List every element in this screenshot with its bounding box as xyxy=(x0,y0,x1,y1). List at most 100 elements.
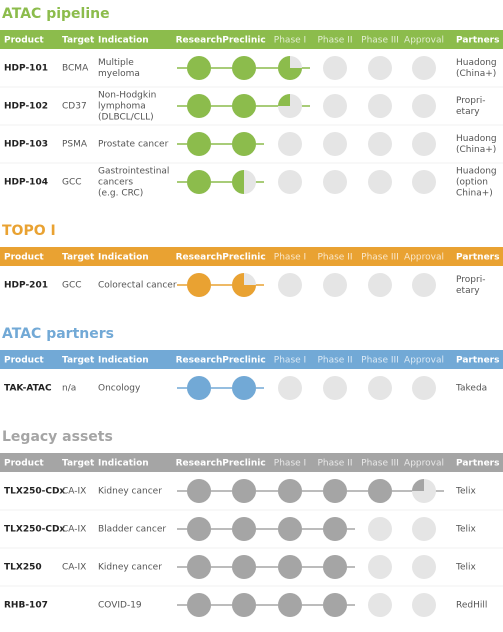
stage-fill xyxy=(187,517,211,541)
product: HDP-101 xyxy=(4,64,48,74)
stage-fill xyxy=(187,479,211,503)
column-header: Target xyxy=(62,459,95,469)
indication: Bladder cancer xyxy=(98,525,166,535)
indication: (DLBCL/CLL) xyxy=(98,113,154,123)
section-title: ATAC pipeline xyxy=(2,6,110,22)
stage-empty xyxy=(412,517,436,541)
stage-empty xyxy=(368,517,392,541)
product: TLX250-CDx xyxy=(4,487,65,497)
stage-empty xyxy=(278,273,302,297)
header-bar xyxy=(0,453,503,472)
stage-fill xyxy=(232,479,256,503)
column-header: Approval xyxy=(404,253,444,263)
indication: Oncology xyxy=(98,384,141,394)
stage-fill xyxy=(278,94,290,106)
stage-fill xyxy=(232,376,256,400)
target: CA-IX xyxy=(62,563,86,573)
column-header: Research xyxy=(176,459,223,469)
indication: COVID-19 xyxy=(98,601,142,611)
column-header: Phase III xyxy=(361,253,399,263)
stage-fill xyxy=(232,593,256,617)
stage-empty xyxy=(323,94,347,118)
stage-empty xyxy=(368,94,392,118)
product: TAK-ATAC xyxy=(4,384,52,394)
column-header: Product xyxy=(4,356,44,366)
column-header: Phase III xyxy=(361,459,399,469)
column-header: Phase I xyxy=(274,459,306,469)
column-header: Phase I xyxy=(274,36,306,46)
column-header: Preclinic xyxy=(222,36,265,46)
stage-fill xyxy=(232,56,256,80)
target: n/a xyxy=(62,384,76,394)
stage-empty xyxy=(323,56,347,80)
partner: Propri- xyxy=(456,96,485,106)
column-header: Partners xyxy=(456,356,499,366)
stage-empty xyxy=(323,132,347,156)
target: CA-IX xyxy=(62,525,86,535)
partner: Telix xyxy=(455,563,477,573)
column-header: Partners xyxy=(456,459,499,469)
stage-fill xyxy=(187,376,211,400)
column-header: Phase I xyxy=(274,253,306,263)
column-header: Approval xyxy=(404,36,444,46)
indication: Prostate cancer xyxy=(98,140,169,150)
column-header: Target xyxy=(62,356,95,366)
column-header: Research xyxy=(176,253,223,263)
column-header: Preclinic xyxy=(222,459,265,469)
column-header: Indication xyxy=(98,36,149,46)
column-header: Preclinic xyxy=(222,356,265,366)
target: PSMA xyxy=(62,140,88,150)
stage-empty xyxy=(412,56,436,80)
column-header: Indication xyxy=(98,253,149,263)
stage-fill xyxy=(187,593,211,617)
product: HDP-103 xyxy=(4,140,48,150)
stage-empty xyxy=(368,376,392,400)
column-header: Approval xyxy=(404,356,444,366)
product: TLX250 xyxy=(4,563,42,573)
stage-empty xyxy=(412,94,436,118)
partner: Takeda xyxy=(455,384,487,394)
column-header: Product xyxy=(4,36,44,46)
stage-fill xyxy=(278,56,302,80)
stage-empty xyxy=(368,555,392,579)
column-header: Target xyxy=(62,36,95,46)
column-header: Partners xyxy=(456,253,499,263)
stage-fill xyxy=(232,273,256,297)
stage-empty xyxy=(323,273,347,297)
product: HDP-104 xyxy=(4,178,48,188)
section-title: ATAC partners xyxy=(2,326,114,342)
product: TLX250-CDx xyxy=(4,525,65,535)
partner: Propri- xyxy=(456,275,485,285)
stage-fill xyxy=(323,479,347,503)
header-bar xyxy=(0,350,503,369)
column-header: Target xyxy=(62,253,95,263)
partner: Telix xyxy=(455,487,477,497)
stage-fill xyxy=(187,555,211,579)
stage-empty xyxy=(323,170,347,194)
column-header: Indication xyxy=(98,356,149,366)
product: RHB-107 xyxy=(4,601,48,611)
product: HDP-102 xyxy=(4,102,48,112)
column-header: Phase II xyxy=(317,459,352,469)
indication: Multiple xyxy=(98,58,134,68)
column-header: Phase I xyxy=(274,356,306,366)
stage-empty xyxy=(368,273,392,297)
stage-fill xyxy=(323,555,347,579)
stage-empty xyxy=(368,593,392,617)
stage-fill xyxy=(187,273,211,297)
indication: Gastrointestinal xyxy=(98,167,169,177)
column-header: Phase II xyxy=(317,253,352,263)
column-header: Product xyxy=(4,459,44,469)
partner: etary xyxy=(456,107,480,117)
stage-fill xyxy=(187,132,211,156)
stage-fill xyxy=(187,170,211,194)
stage-empty xyxy=(323,376,347,400)
stage-fill xyxy=(187,56,211,80)
target: CA-IX xyxy=(62,487,86,497)
stage-empty xyxy=(412,273,436,297)
stage-fill xyxy=(278,479,302,503)
stage-empty xyxy=(278,376,302,400)
target: GCC xyxy=(62,281,82,291)
header-bar xyxy=(0,247,503,266)
